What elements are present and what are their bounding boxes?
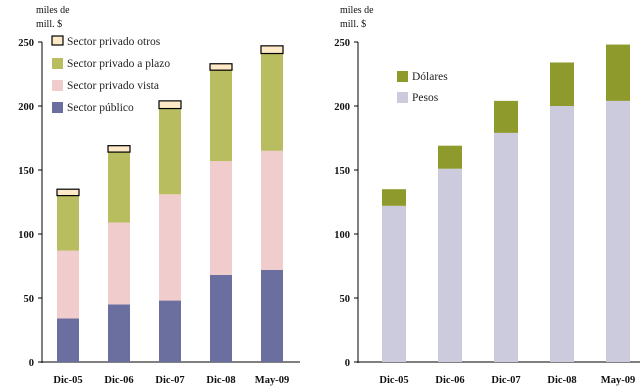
bar-segment bbox=[382, 205, 406, 362]
x-tick-label: Dic-05 bbox=[53, 375, 82, 386]
legend-label: Sector privado a plazo bbox=[67, 58, 170, 70]
y-tick-label: 150 bbox=[18, 166, 34, 177]
bar-segment bbox=[494, 100, 518, 133]
y-tick-label: 150 bbox=[334, 166, 350, 177]
legend-label: Sector privado otros bbox=[67, 36, 161, 48]
bars bbox=[382, 44, 630, 362]
x-tick-label: Dic-08 bbox=[206, 375, 235, 386]
legend-swatch bbox=[397, 71, 408, 82]
x-tick-labels: Dic-05 Dic-06 Dic-07 Dic-08 May-09 bbox=[379, 375, 635, 386]
unit-label-line2: mill. $ bbox=[340, 19, 366, 30]
bar-segment bbox=[209, 63, 233, 71]
legend-label: Pesos bbox=[412, 92, 439, 104]
y-tick-label: 0 bbox=[29, 358, 34, 369]
bar-segment bbox=[210, 70, 232, 162]
bar-segment bbox=[108, 304, 130, 362]
bar-segment bbox=[57, 250, 79, 319]
x-tick-label: Dic-05 bbox=[379, 375, 408, 386]
bar-segment bbox=[261, 53, 283, 151]
bar-segment bbox=[159, 108, 181, 195]
bar-segment bbox=[606, 100, 630, 362]
bar-segment bbox=[382, 189, 406, 206]
y-tick-label: 100 bbox=[18, 230, 34, 241]
x-tick-label: Dic-06 bbox=[104, 375, 133, 386]
x-tick-label: Dic-07 bbox=[491, 375, 520, 386]
bar-segment bbox=[550, 106, 574, 362]
bar-segment bbox=[550, 62, 574, 106]
bar-segment bbox=[159, 194, 181, 301]
y-tick-label: 250 bbox=[334, 38, 350, 49]
bar-segment bbox=[438, 168, 462, 362]
bar-segment bbox=[606, 44, 630, 101]
y-tick-label: 0 bbox=[345, 358, 350, 369]
y-tick-label: 200 bbox=[18, 102, 34, 113]
bar-segment bbox=[210, 274, 232, 362]
y-ticks: 0 50 100 150 200 250 bbox=[334, 38, 358, 369]
bar-segment bbox=[494, 132, 518, 362]
x-tick-labels: Dic-05 Dic-06 Dic-07 Dic-08 May-09 bbox=[53, 375, 289, 386]
x-tick-label: Dic-08 bbox=[547, 375, 576, 386]
y-tick-label: 100 bbox=[334, 230, 350, 241]
bar-segment bbox=[56, 188, 80, 197]
bar-segment bbox=[57, 318, 79, 362]
bar-segment bbox=[108, 222, 130, 305]
y-tick-label: 200 bbox=[334, 102, 350, 113]
y-ticks: 0 50 100 150 200 250 bbox=[18, 38, 42, 369]
legend-label: Sector público bbox=[67, 102, 134, 114]
legend-swatch bbox=[52, 80, 63, 91]
bar-segment bbox=[159, 300, 181, 362]
unit-label-line2: mill. $ bbox=[36, 19, 62, 30]
bar-segment bbox=[261, 150, 283, 270]
x-tick-label: Dic-07 bbox=[155, 375, 184, 386]
bar-segment bbox=[108, 152, 130, 223]
x-tick-label: May-09 bbox=[601, 375, 635, 386]
legend-swatch bbox=[52, 102, 63, 113]
bar-segment bbox=[107, 145, 131, 153]
unit-label-line1: miles de bbox=[340, 5, 374, 16]
legend-label: Dólares bbox=[412, 71, 448, 83]
y-tick-label: 50 bbox=[24, 294, 35, 305]
legend-swatch bbox=[52, 58, 63, 69]
legend: Sector privado otros Sector privado a pla… bbox=[51, 35, 170, 114]
bar-segment bbox=[210, 161, 232, 275]
legend-swatch bbox=[51, 35, 64, 46]
legend-swatch bbox=[397, 92, 408, 103]
x-tick-label: Dic-06 bbox=[435, 375, 464, 386]
bar-segment bbox=[438, 145, 462, 169]
y-tick-label: 50 bbox=[340, 294, 351, 305]
bar-segment bbox=[260, 45, 284, 55]
bar-segment bbox=[261, 269, 283, 362]
bars bbox=[56, 45, 284, 362]
bar-segment bbox=[158, 100, 182, 110]
unit-label-line1: miles de bbox=[36, 5, 70, 16]
legend-label: Sector privado vista bbox=[67, 80, 159, 92]
legend: Dólares Pesos bbox=[397, 71, 448, 104]
bar-segment bbox=[57, 195, 79, 251]
y-tick-label: 250 bbox=[18, 38, 34, 49]
x-tick-label: May-09 bbox=[255, 375, 289, 386]
